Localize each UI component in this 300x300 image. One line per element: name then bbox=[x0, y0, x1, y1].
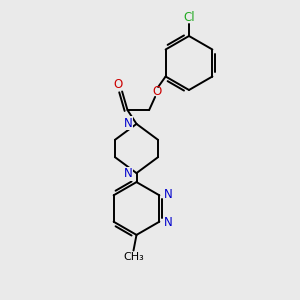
Text: N: N bbox=[164, 188, 173, 201]
Text: O: O bbox=[113, 78, 122, 92]
Text: O: O bbox=[152, 85, 161, 98]
Text: N: N bbox=[164, 216, 173, 229]
Text: Cl: Cl bbox=[183, 11, 195, 24]
Text: N: N bbox=[124, 167, 133, 180]
Text: N: N bbox=[124, 117, 133, 130]
Text: CH₃: CH₃ bbox=[123, 252, 144, 262]
